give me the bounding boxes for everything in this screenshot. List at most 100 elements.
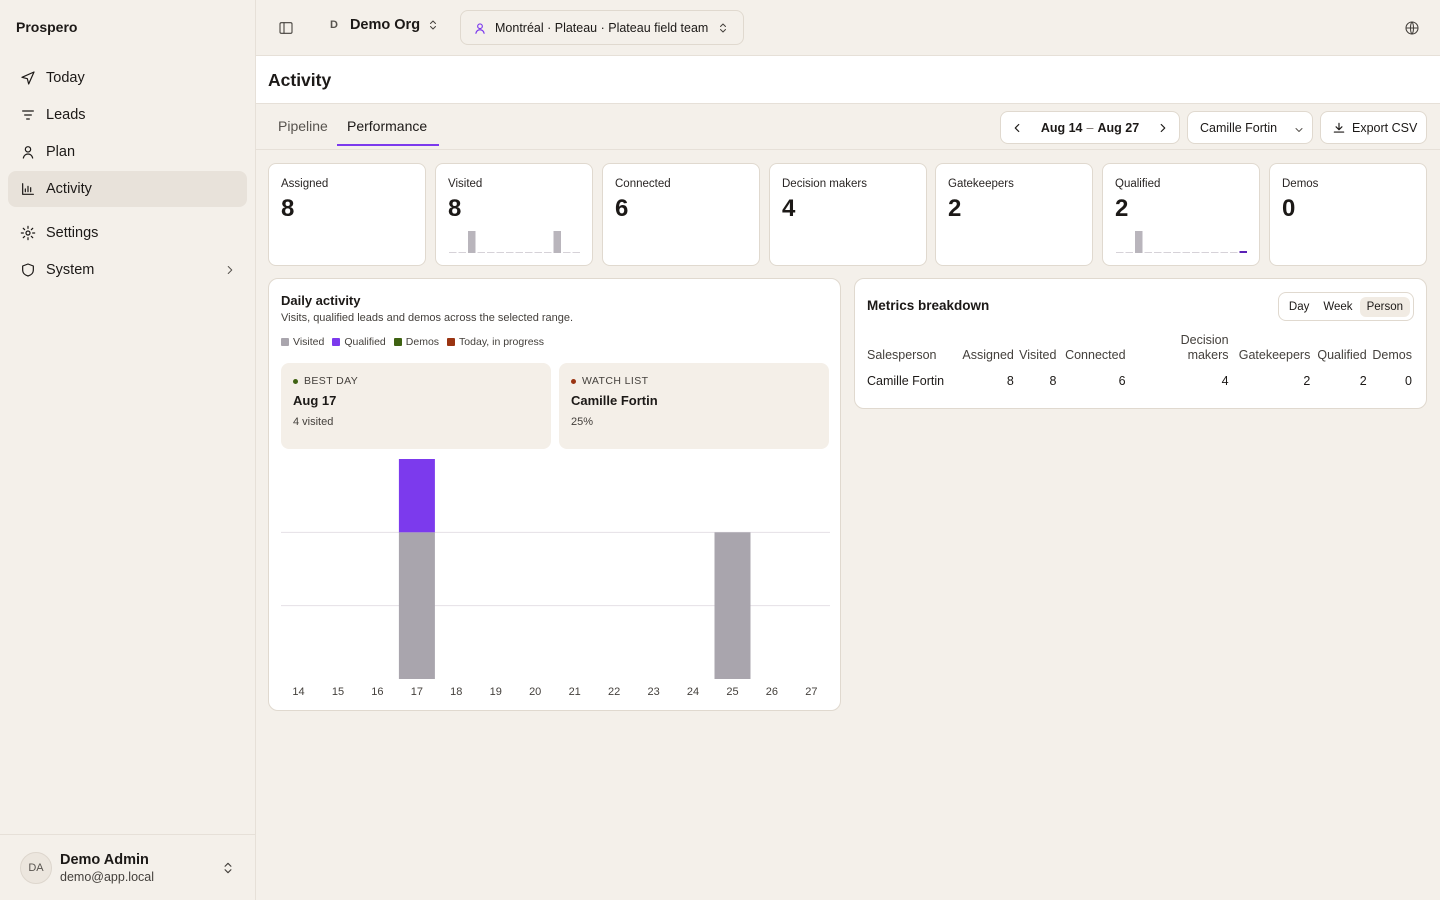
sidebar-item-system[interactable]: System — [8, 252, 247, 288]
stat-card: Qualified 2 — [1102, 163, 1260, 266]
sparkline-bar — [1230, 252, 1238, 253]
column-header[interactable]: Connected — [1065, 348, 1126, 362]
stat-value: 6 — [615, 195, 629, 222]
sparkline-bar — [1163, 252, 1171, 253]
range-end: Aug 27 — [1097, 120, 1140, 135]
best-day-note: 4 visited — [293, 416, 334, 428]
sparkline-bar — [496, 252, 504, 253]
sparkline-bar — [1182, 252, 1190, 253]
column-header[interactable]: Decision makers — [1180, 333, 1229, 362]
sparkline — [449, 231, 580, 253]
person-select-value: Camille Fortin — [1200, 120, 1278, 135]
column-header[interactable]: Assigned — [962, 348, 1014, 362]
column-header[interactable]: Gatekeepers — [1238, 348, 1311, 362]
sidebar-item-leads[interactable]: Leads — [8, 97, 247, 133]
next-range-button[interactable] — [1147, 121, 1179, 135]
x-tick-label: 20 — [529, 686, 541, 698]
range-start: Aug 14 — [1040, 120, 1083, 135]
segment-day[interactable]: Day — [1288, 300, 1310, 313]
stat-value: 4 — [782, 195, 796, 222]
breakdown-segmented-control: Day Week Person — [1277, 292, 1414, 321]
stat-card: Decision makers 4 — [769, 163, 927, 266]
x-tick-label: 26 — [766, 686, 778, 698]
sparkline-bar — [449, 252, 457, 253]
stat-value: 8 — [448, 195, 462, 222]
sparkline-bar — [477, 252, 485, 253]
x-tick-label: 24 — [687, 686, 699, 698]
segment-week[interactable]: Week — [1323, 300, 1353, 313]
stat-value: 2 — [948, 195, 962, 222]
chevron-down-icon — [1295, 128, 1303, 132]
x-tick-label: 14 — [292, 686, 304, 698]
x-tick-label: 22 — [608, 686, 620, 698]
legend-item: Visited — [281, 336, 324, 348]
toggle-sidebar-button[interactable] — [276, 18, 296, 38]
stat-value: 2 — [1115, 195, 1129, 222]
tabs-divider — [256, 149, 1440, 150]
active-tab-indicator — [337, 144, 439, 146]
column-header[interactable]: Qualified — [1317, 348, 1367, 362]
sparkline-bar — [1144, 252, 1152, 253]
bar-qualified-17[interactable] — [398, 459, 435, 533]
x-tick-label: 16 — [371, 686, 383, 698]
send-icon — [21, 71, 35, 85]
avatar: DA — [20, 851, 52, 884]
stat-label: Decision makers — [782, 178, 867, 190]
segment-person[interactable]: Person — [1359, 296, 1410, 317]
sparkline-bar — [468, 231, 476, 253]
sidebar-item-plan[interactable]: Plan — [8, 134, 247, 170]
territory-selector[interactable]: Montréal · Plateau · Plateau field team — [460, 10, 744, 45]
bar-visited-25[interactable] — [714, 532, 751, 679]
sidebar-item-activity[interactable]: Activity — [8, 171, 247, 207]
sparkline-bar — [553, 231, 561, 253]
sparkline-bar — [1201, 252, 1209, 253]
gear-icon — [20, 225, 36, 241]
sidebar-item-settings[interactable]: Settings — [8, 215, 247, 251]
column-header[interactable]: Demos — [1372, 348, 1412, 362]
x-tick-label: 17 — [411, 686, 423, 698]
export-label: Export CSV — [1352, 120, 1418, 135]
sidebar-panel-icon — [279, 22, 293, 34]
territory-label: Montréal · Plateau · Plateau field team — [495, 20, 709, 35]
watch-list-card: WATCH LIST Camille Fortin 25% — [559, 363, 829, 449]
bar-chart-icon — [22, 183, 34, 195]
sidebar-item-label: Activity — [46, 181, 92, 197]
table-cell: 0 — [1405, 374, 1412, 388]
user-menu[interactable]: DA Demo Admin demo@app.local — [0, 834, 255, 900]
sparkline-bar — [1116, 252, 1124, 253]
org-initial: D — [330, 19, 338, 31]
watch-list-note: 25% — [571, 416, 594, 428]
export-csv-button[interactable]: Export CSV — [1320, 111, 1427, 144]
sidebar-item-today[interactable]: Today — [8, 60, 247, 96]
legend-swatch — [332, 338, 341, 346]
table-header-row: Salesperson Assigned Visited Connected D… — [867, 333, 1412, 369]
download-icon — [1333, 122, 1345, 133]
language-button[interactable] — [1402, 18, 1422, 38]
legend-label: Demos — [405, 336, 440, 348]
bar-visited-17[interactable] — [398, 532, 435, 679]
stat-card: Gatekeepers 2 — [935, 163, 1093, 266]
status-dot — [571, 378, 576, 384]
person-select[interactable]: Camille Fortin — [1187, 111, 1313, 144]
previous-range-button[interactable] — [1001, 121, 1033, 135]
date-range-label[interactable]: Aug 14– Aug 27 — [1033, 121, 1147, 135]
stat-label: Demos — [1282, 178, 1319, 190]
stat-label: Visited — [448, 178, 483, 190]
table-row[interactable]: Camille Fortin 8 8 6 4 2 2 0 — [867, 369, 1412, 388]
sparkline-bar — [487, 252, 495, 253]
tab-pipeline[interactable]: Pipeline — [278, 118, 328, 134]
column-header[interactable]: Salesperson — [867, 348, 937, 362]
daily-activity-card: Daily activity Visits, qualified leads a… — [268, 278, 841, 711]
sparkline — [1116, 231, 1247, 253]
legend-item: Demos — [393, 336, 440, 348]
x-tick-label: 27 — [805, 686, 817, 698]
tab-performance[interactable]: Performance — [347, 118, 428, 134]
metrics-title: Metrics breakdown — [867, 298, 990, 313]
sparkline-bar — [544, 252, 552, 253]
org-switcher[interactable]: D Demo Org — [330, 17, 439, 33]
table-cell: 2 — [1303, 374, 1311, 388]
column-header[interactable]: Visited — [1019, 348, 1057, 362]
metrics-table: Salesperson Assigned Visited Connected D… — [867, 333, 1412, 388]
sidebar-item-label: Today — [46, 70, 85, 86]
best-day-card: BEST DAY Aug 17 4 visited — [281, 363, 551, 449]
